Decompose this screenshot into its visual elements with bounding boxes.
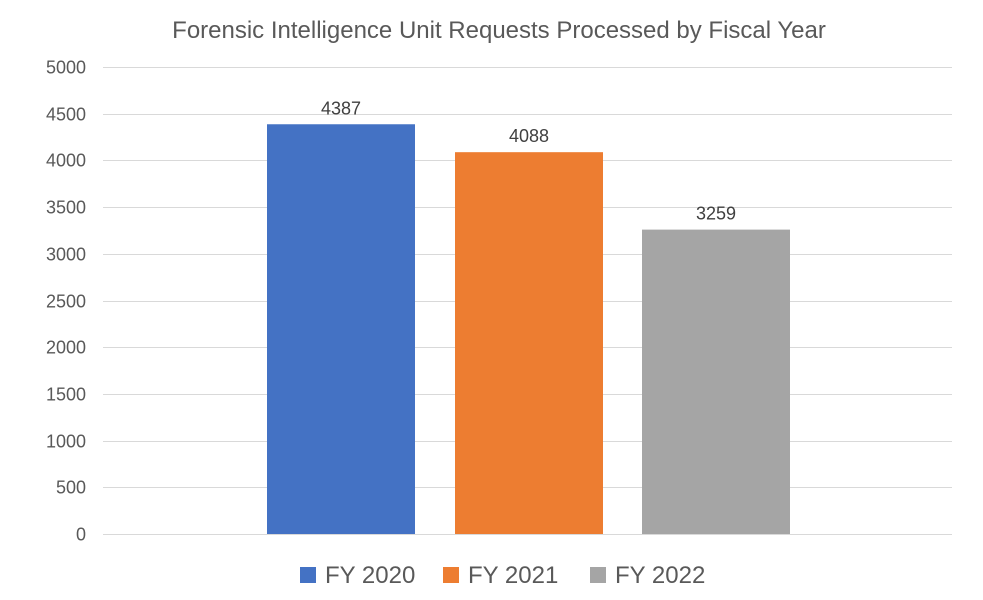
legend-swatch: [443, 567, 459, 583]
legend: FY 2020 FY 2021 FY 2022: [300, 562, 705, 589]
data-label: 4088: [509, 126, 549, 146]
legend-label: FY 2021: [468, 562, 558, 589]
data-label: 3259: [696, 204, 736, 224]
y-tick-label: 2000: [46, 338, 86, 358]
chart-title: Forensic Intelligence Unit Requests Proc…: [172, 17, 826, 44]
y-tick-label: 2500: [46, 292, 86, 312]
legend-label: FY 2022: [615, 562, 705, 589]
legend-swatch: [590, 567, 606, 583]
y-tick-label: 3500: [46, 198, 86, 218]
y-tick-label: 500: [56, 478, 86, 498]
bar: [455, 152, 603, 535]
legend-label: FY 2020: [325, 562, 415, 589]
y-tick-label: 1000: [46, 432, 86, 452]
data-labels: 4387 4088 3259: [321, 98, 736, 223]
y-tick-label: 5000: [46, 58, 86, 78]
bar: [267, 124, 415, 534]
y-tick-label: 4000: [46, 151, 86, 171]
y-tick-label: 4500: [46, 105, 86, 125]
y-axis-ticks: 0 500 1000 1500 2000 2500 3000 3500 4000 4500 5000: [46, 58, 86, 545]
y-tick-label: 0: [76, 525, 86, 545]
bar: [642, 229, 790, 534]
data-label: 4387: [321, 98, 361, 118]
y-tick-label: 3000: [46, 245, 86, 265]
bars: [267, 124, 790, 535]
legend-swatch: [300, 567, 316, 583]
y-tick-label: 1500: [46, 385, 86, 405]
